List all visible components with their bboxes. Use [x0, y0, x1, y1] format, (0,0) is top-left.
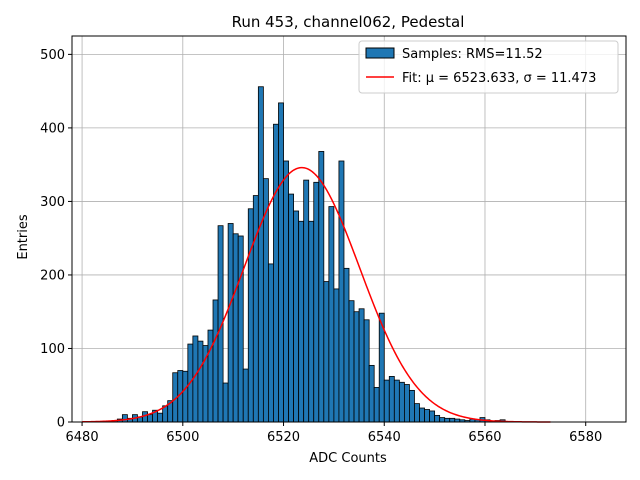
histogram-bar [439, 417, 446, 423]
x-tick-label: 6520 [267, 430, 300, 445]
histogram-bar [273, 123, 279, 423]
histogram-bar [313, 181, 320, 423]
histogram-bar [197, 340, 204, 423]
histogram-bar [252, 195, 259, 423]
x-tick-label: 6560 [468, 430, 501, 445]
histogram-bar [308, 220, 315, 423]
histogram-bar [353, 311, 360, 423]
histogram-bar [449, 417, 456, 423]
histogram-bar [358, 308, 365, 423]
y-tick-label: 400 [40, 121, 65, 136]
x-tick-label: 6500 [166, 430, 199, 445]
histogram-bar [202, 345, 209, 423]
y-tick-label: 200 [40, 268, 65, 283]
histogram-bar [212, 299, 219, 423]
histogram-bar [373, 387, 380, 423]
histogram-bar [368, 364, 375, 423]
histogram-bar [157, 412, 164, 423]
histogram-bar [403, 384, 410, 423]
histogram-bar [232, 233, 239, 423]
y-tick-label: 300 [40, 195, 65, 210]
histogram-bar [414, 403, 420, 423]
histogram-bar [429, 410, 436, 423]
histogram-bar [121, 414, 128, 423]
legend: Samples: RMS=11.52 Fit: μ = 6523.633, σ … [358, 40, 619, 94]
y-tick-label: 0 [57, 416, 65, 431]
histogram-bar [328, 206, 335, 423]
histogram-bar [398, 381, 405, 423]
histogram-bar [409, 389, 415, 423]
legend-histogram-swatch [365, 47, 395, 59]
histogram-bar [222, 382, 229, 423]
histogram-bar [388, 376, 395, 423]
histogram-bar [283, 160, 289, 423]
legend-box [358, 40, 619, 94]
chart-title: Run 453, channel062, Pedestal [232, 13, 465, 31]
histogram-bar [363, 319, 370, 423]
x-axis-label: ADC Counts [309, 451, 387, 466]
histogram-bar [288, 193, 294, 423]
histogram-bar [257, 86, 264, 423]
y-tick-label: 100 [40, 342, 65, 357]
histogram-bar [393, 379, 400, 423]
x-tick-label: 6540 [368, 430, 401, 445]
histogram-bar [434, 414, 441, 423]
histogram-bar [333, 288, 340, 423]
histogram-bar [182, 370, 189, 423]
histogram-bar [303, 179, 310, 423]
legend-fit-label: Fit: μ = 6523.633, σ = 11.473 [402, 71, 596, 86]
histogram-bar [343, 267, 350, 423]
histogram-bar [338, 160, 345, 423]
histogram-bar [227, 223, 234, 423]
y-axis-ticks: 0 100 200 300 400 500 [40, 48, 72, 431]
histogram-bar [268, 263, 274, 423]
histogram-bar [293, 210, 300, 423]
histogram-bar [247, 208, 254, 423]
histogram-bar [278, 102, 284, 423]
histogram-bar [318, 151, 325, 423]
histogram-bar [419, 407, 425, 423]
histogram-bar [147, 414, 153, 423]
y-tick-label: 500 [40, 48, 65, 63]
histogram-bar [444, 417, 451, 423]
histogram-bar [242, 368, 249, 423]
legend-histogram-label: Samples: RMS=11.52 [402, 47, 543, 62]
histogram-bar [323, 281, 330, 423]
x-axis-ticks: 6480 6500 6520 6540 6560 6580 [66, 422, 602, 445]
fit-curve [82, 166, 551, 423]
histogram-bar [424, 409, 430, 423]
histogram-bar [348, 300, 355, 423]
y-axis-label: Entries [16, 214, 31, 260]
histogram-bar [237, 235, 244, 423]
x-tick-label: 6480 [66, 430, 99, 445]
plot-frame [71, 35, 627, 423]
x-tick-label: 6580 [569, 430, 602, 445]
histogram-bar [298, 220, 305, 423]
histogram-bar [383, 379, 390, 423]
